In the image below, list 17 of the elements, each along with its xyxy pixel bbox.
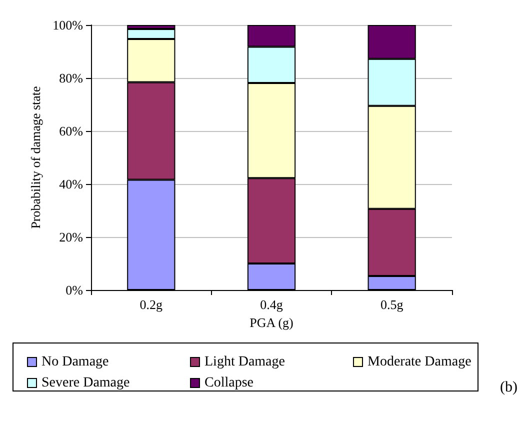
legend-label: Collapse: [204, 376, 254, 390]
x-tick-label: 0.4g: [260, 297, 284, 312]
legend-label: Moderate Damage: [368, 354, 472, 370]
y-tick-label: 100%: [52, 18, 84, 32]
y-tick-label: 0%: [66, 282, 84, 298]
y-axis-title: Probability of damage state: [28, 86, 43, 229]
legend-label: Light Damage: [204, 354, 285, 370]
text: (b): [500, 380, 518, 396]
y-tick-label: 60%: [59, 124, 84, 138]
y-tick-label: 40%: [59, 176, 84, 192]
x-tick-label: 0.5g: [380, 297, 404, 312]
legend-label: No Damage: [42, 354, 109, 370]
x-tick-label: 0.2g: [140, 297, 164, 312]
y-tick-label: 80%: [59, 70, 84, 86]
x-axis-title: PGA (g): [250, 314, 294, 330]
y-tick-label: 20%: [59, 230, 84, 244]
legend-label: Severe Damage: [42, 376, 130, 390]
